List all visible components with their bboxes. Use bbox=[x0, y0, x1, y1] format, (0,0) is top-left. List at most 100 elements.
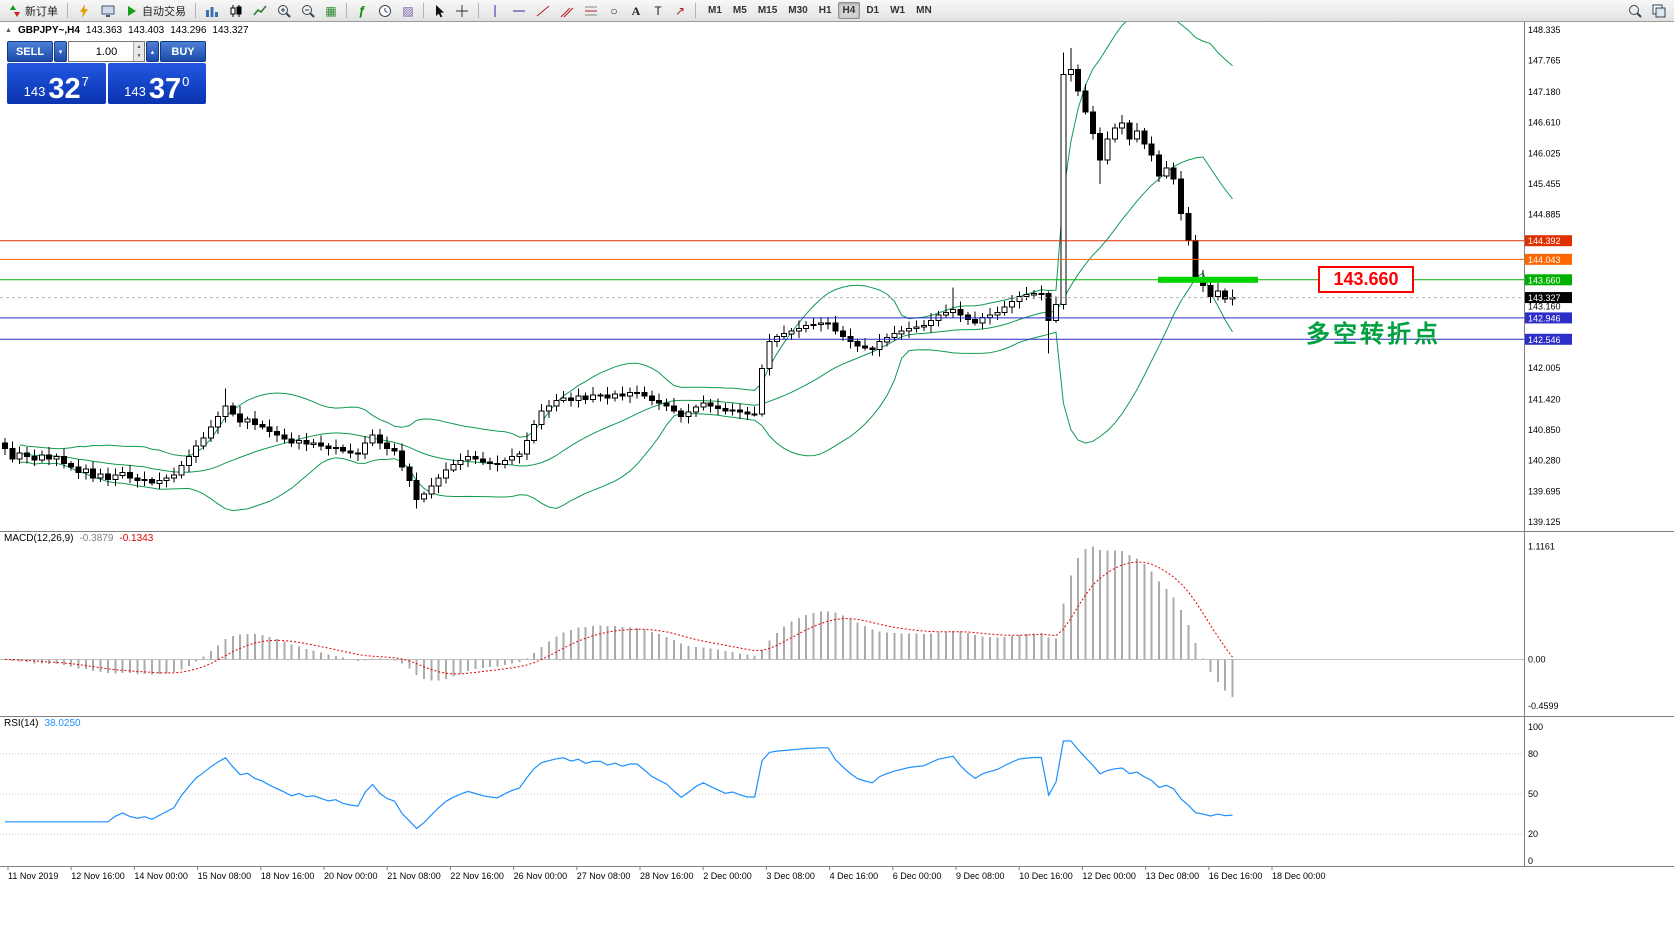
sell-price-panel[interactable]: 143 32 7 bbox=[7, 63, 106, 104]
chart-canvas[interactable]: 148.335 147.765 147.180 146.610 146.025 145.4… bbox=[0, 22, 1674, 888]
svg-text:144.043: 144.043 bbox=[1528, 255, 1561, 265]
svg-text:4 Dec 16:00: 4 Dec 16:00 bbox=[830, 871, 879, 881]
volume-input[interactable]: 1.00 ▲ ▼ bbox=[68, 41, 145, 62]
volume-increase-button[interactable]: ▲ bbox=[134, 42, 144, 52]
svg-text:144.392: 144.392 bbox=[1528, 236, 1561, 246]
svg-text:0: 0 bbox=[1528, 856, 1533, 866]
sell-options-dropdown[interactable]: ▾ bbox=[54, 41, 67, 62]
buy-button[interactable]: BUY bbox=[160, 41, 206, 62]
rsi-name: RSI(14) bbox=[4, 718, 39, 729]
trendline-icon bbox=[536, 5, 550, 16]
text-label-button[interactable]: T bbox=[648, 2, 668, 20]
trendline-button[interactable] bbox=[532, 2, 554, 20]
buy-options-dropdown[interactable]: ▴ bbox=[146, 41, 159, 62]
new-order-button[interactable]: 新订单 bbox=[4, 2, 62, 20]
toolbar-separator bbox=[67, 3, 68, 18]
timeframe-m15-button[interactable]: M15 bbox=[757, 5, 778, 16]
volume-value: 1.00 bbox=[95, 45, 118, 58]
svg-text:20: 20 bbox=[1528, 829, 1538, 839]
ohlc-high: 143.403 bbox=[128, 25, 165, 36]
svg-text:12 Dec 00:00: 12 Dec 00:00 bbox=[1082, 871, 1136, 881]
timeframe-h4-button[interactable]: H4 bbox=[837, 2, 861, 19]
svg-text:18 Dec 00:00: 18 Dec 00:00 bbox=[1272, 871, 1326, 881]
svg-text:50: 50 bbox=[1528, 789, 1538, 799]
timeframe-m30-button[interactable]: M30 bbox=[788, 5, 808, 16]
timeframe-d1-button[interactable]: D1 bbox=[866, 5, 880, 16]
shapes-button[interactable]: ○ bbox=[604, 2, 624, 20]
monitor-icon bbox=[101, 5, 115, 17]
buy-price-panel[interactable]: 143 37 0 bbox=[107, 63, 206, 104]
svg-text:147.765: 147.765 bbox=[1528, 56, 1561, 66]
svg-text:2 Dec 00:00: 2 Dec 00:00 bbox=[703, 871, 752, 881]
bar-chart-button[interactable] bbox=[201, 2, 223, 20]
rsi-label: RSI(14) 38.0250 bbox=[4, 718, 81, 729]
autotrade-button[interactable]: 自动交易 bbox=[121, 2, 190, 20]
window-list-button[interactable] bbox=[1648, 2, 1670, 20]
timeframe-mn-button[interactable]: MN bbox=[916, 5, 932, 16]
timeframe-w1-button[interactable]: W1 bbox=[890, 5, 906, 16]
terminal-button[interactable] bbox=[97, 2, 119, 20]
expert-advisors-button[interactable] bbox=[73, 2, 95, 20]
ellipse-icon: ○ bbox=[610, 3, 618, 18]
svg-text:27 Nov 08:00: 27 Nov 08:00 bbox=[577, 871, 631, 881]
cursor-icon bbox=[436, 4, 444, 17]
svg-text:20 Nov 00:00: 20 Nov 00:00 bbox=[324, 871, 378, 881]
svg-text:139.695: 139.695 bbox=[1528, 487, 1561, 497]
svg-text:0.00: 0.00 bbox=[1528, 654, 1546, 664]
volume-spinner: ▲ ▼ bbox=[133, 42, 144, 61]
macd-value-main: -0.3879 bbox=[79, 533, 114, 544]
svg-text:146.610: 146.610 bbox=[1528, 117, 1561, 127]
cursor-button[interactable] bbox=[429, 2, 449, 20]
timeframe-m5-button[interactable]: M5 bbox=[732, 5, 747, 16]
horizontal-line-icon bbox=[513, 10, 525, 11]
timeframe-h1-button[interactable]: H1 bbox=[818, 5, 832, 16]
crosshair-button[interactable] bbox=[451, 2, 473, 20]
svg-text:80: 80 bbox=[1528, 749, 1538, 759]
svg-text:15 Nov 08:00: 15 Nov 08:00 bbox=[198, 871, 252, 881]
periods-button[interactable] bbox=[374, 2, 396, 20]
svg-text:145.455: 145.455 bbox=[1528, 179, 1561, 189]
sell-button[interactable]: SELL bbox=[7, 41, 53, 62]
toolbar-separator bbox=[695, 3, 696, 18]
clock-icon bbox=[379, 4, 391, 17]
channel-button[interactable] bbox=[556, 2, 578, 20]
arrows-button[interactable]: ↗ bbox=[670, 2, 690, 20]
chart-symbol: GBPJPY~,H4 bbox=[17, 25, 80, 36]
search-button[interactable] bbox=[1624, 2, 1646, 20]
svg-text:144.885: 144.885 bbox=[1528, 209, 1561, 219]
fibonacci-button[interactable] bbox=[580, 2, 602, 20]
svg-text:140.280: 140.280 bbox=[1528, 455, 1561, 465]
svg-text:141.420: 141.420 bbox=[1528, 394, 1561, 404]
svg-text:12 Nov 16:00: 12 Nov 16:00 bbox=[71, 871, 125, 881]
vertical-line-button[interactable] bbox=[484, 2, 506, 20]
svg-text:6 Dec 00:00: 6 Dec 00:00 bbox=[893, 871, 942, 881]
horizontal-line-button[interactable] bbox=[508, 2, 530, 20]
zoom-out-button[interactable] bbox=[297, 2, 319, 20]
line-chart-button[interactable] bbox=[249, 2, 271, 20]
svg-text:147.180: 147.180 bbox=[1528, 87, 1561, 97]
svg-text:3 Dec 08:00: 3 Dec 08:00 bbox=[766, 871, 815, 881]
toolbar-separator bbox=[346, 3, 347, 18]
candlestick-icon bbox=[230, 4, 242, 17]
new-order-icon bbox=[10, 4, 20, 17]
templates-button[interactable]: ▨ bbox=[398, 2, 418, 20]
indicators-button[interactable]: ƒ bbox=[352, 2, 372, 20]
pivot-annotation[interactable]: 多空转折点 bbox=[1306, 321, 1441, 348]
candlestick-chart-button[interactable] bbox=[225, 2, 247, 20]
text-button[interactable]: A bbox=[626, 2, 646, 20]
tile-windows-button[interactable]: ▦ bbox=[321, 2, 341, 20]
buy-price-base: 143 bbox=[124, 84, 146, 99]
text-label-icon: T bbox=[654, 3, 662, 18]
sell-price-base: 143 bbox=[23, 84, 46, 99]
ohlc-close: 143.327 bbox=[212, 25, 249, 36]
svg-text:-0.4599: -0.4599 bbox=[1528, 701, 1559, 711]
timeframe-m1-button[interactable]: M1 bbox=[708, 5, 722, 16]
svg-text:143.327: 143.327 bbox=[1528, 293, 1561, 303]
volume-decrease-button[interactable]: ▼ bbox=[134, 51, 144, 61]
rsi-value: 38.0250 bbox=[44, 718, 81, 729]
price-level-annotation[interactable]: 143.660 bbox=[1318, 266, 1414, 293]
svg-text:13 Dec 08:00: 13 Dec 08:00 bbox=[1146, 871, 1200, 881]
indicators-icon: ƒ bbox=[358, 3, 366, 18]
collapse-trade-panel-icon[interactable]: ▲ bbox=[5, 27, 12, 34]
zoom-in-button[interactable] bbox=[273, 2, 295, 20]
